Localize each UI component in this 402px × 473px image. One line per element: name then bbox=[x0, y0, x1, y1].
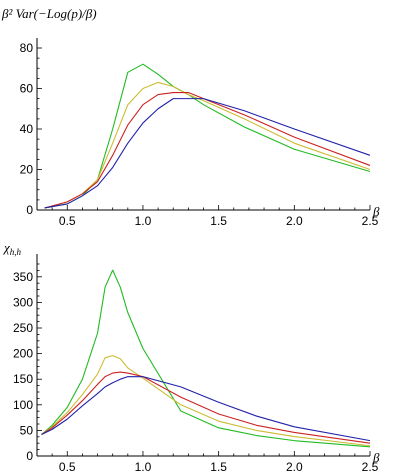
chart1-x-tick-label: 2.5 bbox=[362, 214, 379, 228]
chart1-y-tick-label: 0 bbox=[26, 203, 33, 217]
chart2-y-axis-label-main: χ bbox=[2, 240, 10, 255]
chart1-x-tick-label: 1.0 bbox=[135, 214, 152, 228]
chart2-x-tick-label: 2.0 bbox=[286, 460, 303, 473]
chart2-y-tick-label: 300 bbox=[13, 295, 33, 309]
chart1-y-tick-label: 40 bbox=[20, 122, 34, 136]
chart2-x-tick-label: 1.5 bbox=[210, 460, 227, 473]
chart1-series-line-1 bbox=[44, 63, 371, 209]
chart1-x-tick-label: 2.0 bbox=[286, 214, 303, 228]
chart2-series-line-2 bbox=[41, 355, 371, 447]
chart1-series-line-4 bbox=[44, 98, 371, 209]
chart2-x-axis-label: β bbox=[372, 450, 380, 465]
chart2-series-line-1 bbox=[41, 269, 371, 448]
chart1-x-tick-label: 0.5 bbox=[59, 214, 76, 228]
chart2-x-tick-label: 2.5 bbox=[362, 460, 379, 473]
chart2-y-axis-label: χh,h bbox=[2, 240, 21, 257]
chart1-x-axis-label: β bbox=[372, 204, 380, 219]
chart2-y-tick-label: 200 bbox=[13, 347, 33, 361]
chart2-y-axis-label-subscript: h,h bbox=[10, 247, 22, 257]
chart1-series-line-3 bbox=[44, 92, 371, 209]
chart1-y-tick-label: 20 bbox=[20, 163, 34, 177]
chart1-y-tick-label: 80 bbox=[20, 41, 34, 55]
chart2-x-tick-label: 1.0 bbox=[135, 460, 152, 473]
chart2-series-line-4 bbox=[41, 376, 371, 442]
chart2-y-tick-label: 150 bbox=[13, 372, 33, 386]
chart2-x-tick-label: 0.5 bbox=[59, 460, 76, 473]
chart2-series-line-3 bbox=[41, 371, 371, 444]
chart2-y-tick-label: 250 bbox=[13, 321, 33, 335]
chart2-y-tick-label: 100 bbox=[13, 398, 33, 412]
chart1-y-axis-label: β² Var(−Log(p)/β) bbox=[1, 6, 97, 21]
chart2-y-tick-label: 50 bbox=[20, 423, 34, 437]
chart2-y-tick-label: 350 bbox=[13, 270, 33, 284]
chart1-x-tick-label: 1.5 bbox=[210, 214, 227, 228]
chart2-y-tick-label: 0 bbox=[26, 449, 33, 463]
chart1-y-tick-label: 60 bbox=[20, 82, 34, 96]
